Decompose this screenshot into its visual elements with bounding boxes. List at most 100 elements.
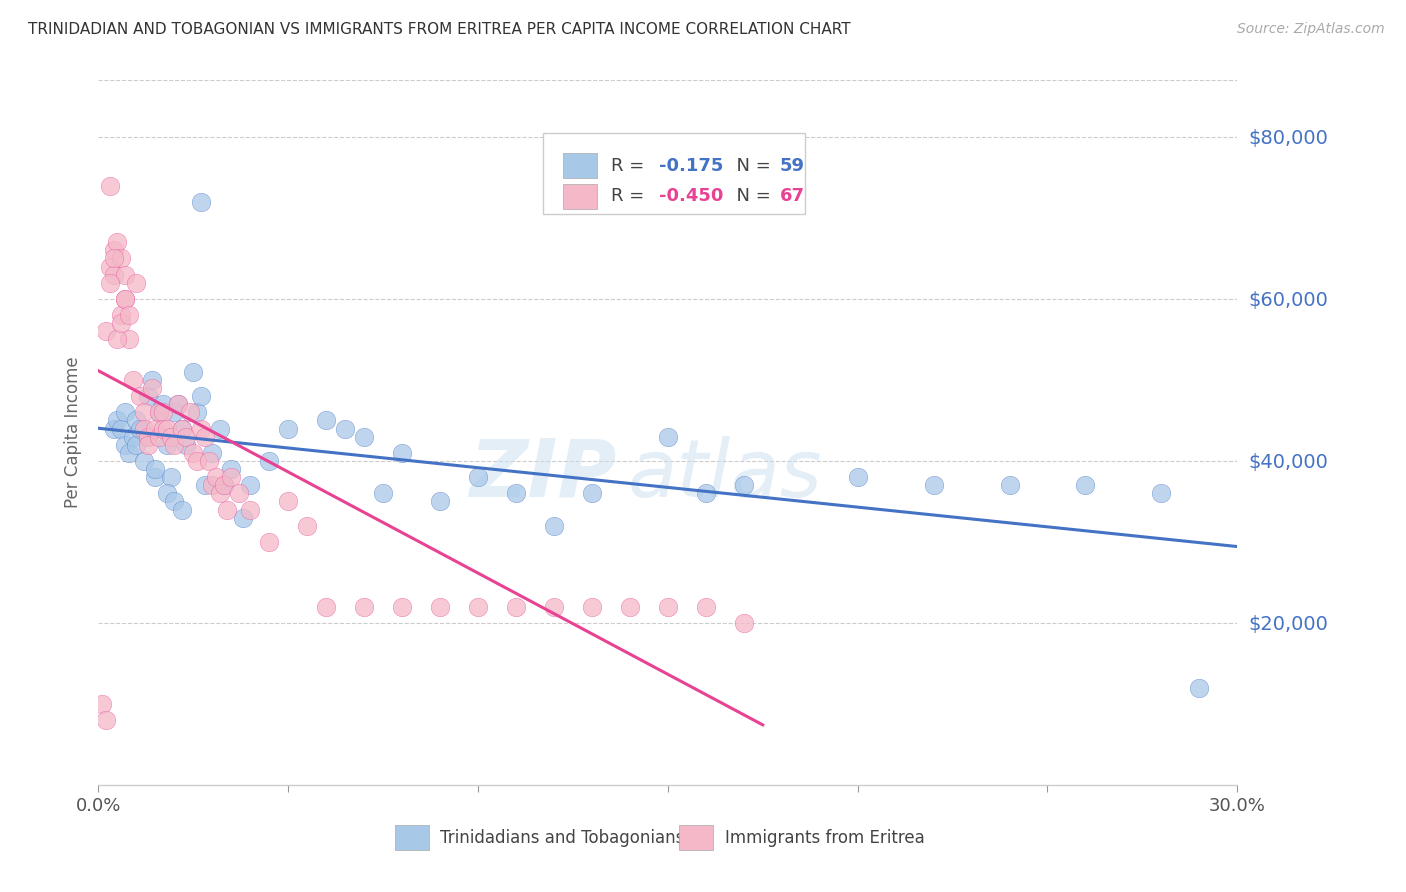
Text: R =: R = (612, 187, 650, 205)
Point (194, 430, 217, 444)
Text: TRINIDADIAN AND TOBAGONIAN VS IMMIGRANTS FROM ERITREA PER CAPITA INCOME CORRELAT: TRINIDADIAN AND TOBAGONIAN VS IMMIGRANTS… (28, 22, 851, 37)
Point (145, 470, 167, 484)
Point (239, 502, 262, 516)
Text: -0.450: -0.450 (659, 187, 723, 205)
Point (110, 421, 132, 435)
Point (98, 260, 121, 274)
Point (129, 389, 152, 403)
Point (315, 413, 337, 427)
Point (695, 599, 717, 614)
Point (136, 389, 159, 403)
Point (167, 397, 190, 411)
Text: -0.175: -0.175 (659, 157, 723, 175)
Point (197, 454, 219, 468)
Point (103, 421, 125, 435)
Point (208, 486, 231, 500)
Point (170, 421, 193, 435)
Point (695, 486, 717, 500)
Text: atlas: atlas (628, 436, 823, 514)
Point (121, 430, 143, 444)
Point (136, 430, 159, 444)
Point (107, 235, 129, 250)
Point (152, 397, 174, 411)
Point (110, 252, 132, 266)
Point (221, 470, 243, 484)
Point (371, 486, 394, 500)
Point (179, 405, 201, 419)
Point (353, 430, 375, 444)
Point (581, 599, 603, 614)
Text: 59: 59 (779, 157, 804, 175)
Point (170, 421, 193, 435)
Text: Immigrants from Eritrea: Immigrants from Eritrea (725, 829, 925, 847)
Point (94, 324, 117, 338)
Point (129, 421, 152, 435)
Point (125, 438, 148, 452)
Text: R =: R = (612, 157, 650, 175)
Point (163, 405, 186, 419)
Point (429, 599, 451, 614)
Point (125, 413, 148, 427)
Point (118, 333, 141, 347)
Point (114, 292, 136, 306)
Point (259, 454, 281, 468)
Point (1150, 486, 1173, 500)
Point (221, 462, 243, 476)
Point (190, 389, 212, 403)
Point (733, 615, 755, 630)
Point (174, 438, 197, 452)
Point (114, 405, 136, 419)
Point (132, 405, 155, 419)
Point (846, 470, 869, 484)
Point (156, 438, 179, 452)
Point (98, 178, 121, 193)
Point (186, 454, 208, 468)
Point (156, 421, 179, 435)
Point (141, 381, 163, 395)
Point (391, 599, 413, 614)
Point (228, 486, 250, 500)
Point (190, 421, 212, 435)
Text: N =: N = (725, 157, 776, 175)
Point (98, 276, 121, 290)
Point (467, 470, 489, 484)
Point (148, 405, 170, 419)
Point (194, 478, 217, 492)
Point (152, 405, 174, 419)
Text: ZIP: ZIP (470, 436, 617, 514)
Point (239, 478, 262, 492)
Point (125, 276, 148, 290)
Point (183, 365, 205, 379)
Point (505, 599, 527, 614)
Point (297, 518, 319, 533)
Point (118, 446, 141, 460)
Point (217, 502, 239, 516)
Point (205, 470, 228, 484)
Point (315, 599, 337, 614)
Text: N =: N = (725, 187, 776, 205)
Point (148, 405, 170, 419)
Point (467, 599, 489, 614)
Point (657, 430, 679, 444)
Bar (395, 825, 429, 850)
Text: Source: ZipAtlas.com: Source: ZipAtlas.com (1237, 22, 1385, 37)
Point (91, 697, 114, 711)
Point (163, 494, 186, 508)
Point (110, 316, 132, 330)
Point (335, 421, 357, 435)
Point (212, 478, 235, 492)
Point (159, 470, 181, 484)
Point (183, 446, 205, 460)
Point (201, 446, 224, 460)
Point (543, 599, 565, 614)
Point (103, 268, 125, 282)
Y-axis label: Per Capita Income: Per Capita Income (65, 357, 83, 508)
Point (1188, 681, 1211, 695)
Point (619, 599, 641, 614)
Point (132, 454, 155, 468)
Point (114, 292, 136, 306)
Point (201, 478, 224, 492)
Point (159, 430, 181, 444)
Point (277, 421, 299, 435)
Point (94, 713, 117, 727)
